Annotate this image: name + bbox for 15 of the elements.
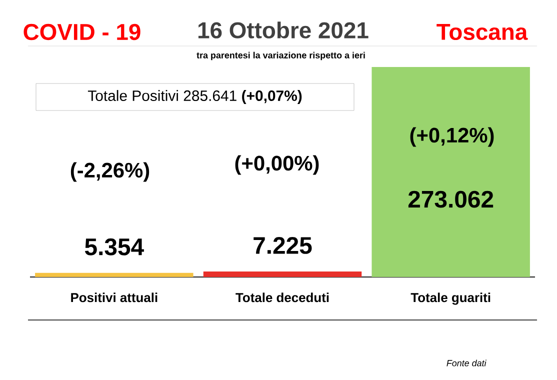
x-tick-label: Totale guariti bbox=[410, 292, 490, 305]
annotation: (-2,26%) bbox=[70, 162, 150, 182]
text: Fonte dati bbox=[446, 360, 486, 366]
text: Toscana bbox=[436, 24, 528, 40]
chart-title: COVID - 19 bbox=[24, 24, 140, 40]
chart-subtitle: 16 Ottobre 2021 bbox=[198, 22, 368, 38]
data-label: 273.062 bbox=[408, 190, 494, 208]
text: tra parentesi la variazione rispetto a ieri bbox=[196, 52, 365, 60]
data-label: 5.354 bbox=[84, 238, 144, 256]
annotation: Totale Positivi 285.641 (+0,07%) bbox=[88, 90, 302, 104]
data-label: 7.225 bbox=[254, 237, 312, 254]
x-tick-label: Positivi attuali bbox=[71, 292, 158, 302]
x-tick-label: Totale deceduti bbox=[236, 292, 329, 302]
annotation: (+0,12%) bbox=[410, 127, 494, 147]
annotation: (+0,00%) bbox=[235, 155, 319, 175]
